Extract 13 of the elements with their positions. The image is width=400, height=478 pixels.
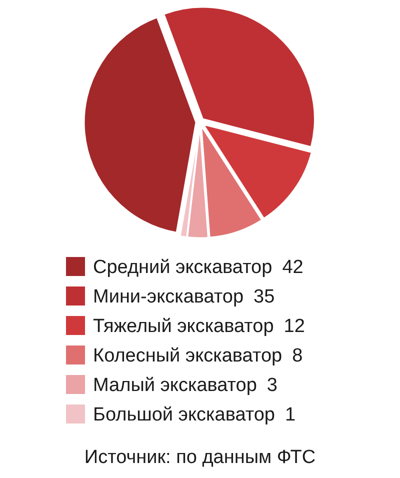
data-label: 3	[266, 375, 278, 396]
legend-label: Тяжелый экскаватор	[93, 316, 274, 337]
legend-label: Колесный экскаватор	[93, 346, 282, 366]
text: Источник: по данным ФТС	[84, 447, 316, 468]
legend-label: Средний экскаватор	[93, 257, 272, 278]
data-label: 35	[254, 286, 275, 308]
data-label: 8	[292, 346, 303, 366]
data-label: 12	[284, 316, 305, 337]
legend-label: Большой экскаватор	[93, 404, 275, 426]
legend-label: Мини-экскаватор	[93, 286, 244, 308]
legend-label: Малый экскаватор	[93, 375, 257, 396]
data-label: 1	[284, 404, 296, 426]
data-label: 42	[282, 257, 304, 278]
